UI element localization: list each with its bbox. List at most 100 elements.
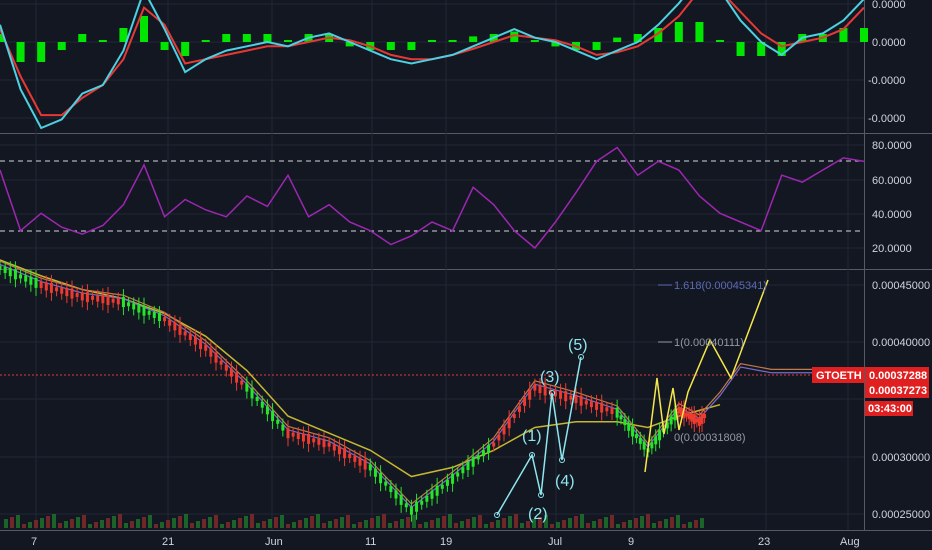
candle-body	[142, 305, 146, 316]
candle-body	[173, 322, 177, 331]
candle-body	[634, 434, 638, 439]
volume-bar	[472, 517, 476, 528]
rsi-tick-40: 40.0000	[872, 209, 912, 221]
candle-body	[384, 481, 388, 486]
macd-hist-bar	[57, 42, 66, 50]
volume-bar	[232, 520, 236, 528]
volume-bar	[454, 523, 458, 528]
candle-body	[147, 310, 151, 315]
candle-body	[260, 401, 264, 408]
volume-bar	[364, 520, 368, 528]
candle-body	[291, 432, 295, 437]
volume-bar	[352, 524, 356, 528]
candle-body	[466, 461, 470, 470]
candle-body	[497, 434, 501, 441]
volume-bar	[160, 522, 164, 528]
candle-body	[111, 298, 115, 303]
volume-bar	[328, 521, 332, 528]
candle-body	[281, 424, 285, 431]
candle-body	[627, 422, 631, 431]
candle-body	[276, 419, 280, 424]
volume-bar	[640, 516, 644, 528]
macd-hist-bar	[695, 22, 704, 42]
volume-bar	[184, 514, 188, 528]
volume-bar	[40, 518, 44, 528]
wave-node[interactable]	[559, 457, 565, 463]
volume-bar	[64, 521, 68, 528]
candle-body	[425, 495, 429, 502]
volume-bar	[124, 523, 128, 528]
wave-node[interactable]	[529, 452, 535, 458]
x-tick-7: 7	[31, 536, 37, 548]
candle-body	[487, 444, 491, 453]
countdown-tag: 03:43:00	[868, 403, 912, 415]
volume-bar	[304, 518, 308, 528]
candle-body	[127, 302, 131, 307]
macd-hist-bar	[839, 28, 848, 42]
candle-body	[368, 464, 372, 471]
volume-bar	[460, 521, 464, 528]
candle-body	[564, 391, 568, 402]
wave-node[interactable]	[494, 512, 500, 518]
volume-bar	[466, 519, 470, 528]
x-tick-11: 11	[365, 536, 376, 548]
candle-body	[703, 414, 707, 419]
candle-body	[332, 444, 336, 451]
volume-bar	[502, 518, 506, 528]
wave-node[interactable]	[549, 390, 555, 396]
volume-bar	[214, 515, 218, 528]
candle-body	[353, 455, 357, 462]
candle-body	[152, 311, 156, 318]
macd-tick-2: -0.0000	[868, 75, 905, 87]
volume-bar	[100, 520, 104, 528]
candle-body	[631, 426, 635, 437]
candle-body	[255, 397, 259, 401]
macd-lines	[0, 0, 865, 130]
volume-bar	[220, 524, 224, 528]
macd-hist-bar	[674, 22, 683, 42]
candle-body	[132, 303, 136, 310]
candle-body	[476, 455, 480, 460]
volume-bar	[376, 516, 380, 528]
macd-hist-bar	[530, 40, 539, 42]
candle-body	[379, 473, 383, 484]
wave-node[interactable]	[578, 354, 584, 360]
candle-body	[106, 294, 110, 305]
volume-bar	[394, 521, 398, 528]
projection-path[interactable]	[644, 279, 769, 473]
volume-bar	[436, 518, 440, 528]
candle-body	[29, 276, 33, 285]
candle-body	[697, 417, 701, 426]
time-axis: 7 21 Jun 11 19 Jul 9 23 Aug	[31, 536, 860, 548]
volume-bar	[514, 514, 518, 528]
macd-tick-3: -0.0000	[868, 113, 905, 125]
volume-bar	[676, 515, 680, 528]
candle-body	[638, 437, 642, 444]
candle-body	[461, 467, 465, 474]
volume-bar	[580, 514, 584, 528]
candle-body	[690, 413, 694, 422]
volume-bar	[166, 520, 170, 528]
candle-body	[183, 331, 187, 336]
volume-bar	[592, 521, 596, 528]
wave-label-5: (5)	[568, 337, 588, 354]
candle-body	[219, 360, 223, 365]
volume-bar	[532, 519, 536, 528]
volume-bar	[172, 518, 176, 528]
candle-body	[610, 407, 614, 414]
candle-body	[415, 501, 419, 512]
elliott-wave-path[interactable]	[496, 356, 582, 516]
wave-label-4: (4)	[555, 473, 575, 490]
volume-bars	[4, 514, 704, 528]
candles	[0, 260, 707, 522]
volume-bar	[136, 519, 140, 528]
candle-body	[44, 282, 48, 291]
volume-bar	[196, 521, 200, 528]
macd-hist-bar	[242, 34, 251, 42]
macd-hist-bar	[736, 42, 745, 56]
candle-body	[669, 416, 673, 425]
candle-body	[523, 397, 527, 406]
macd-histogram	[0, 16, 868, 62]
wave-node[interactable]	[538, 492, 544, 498]
